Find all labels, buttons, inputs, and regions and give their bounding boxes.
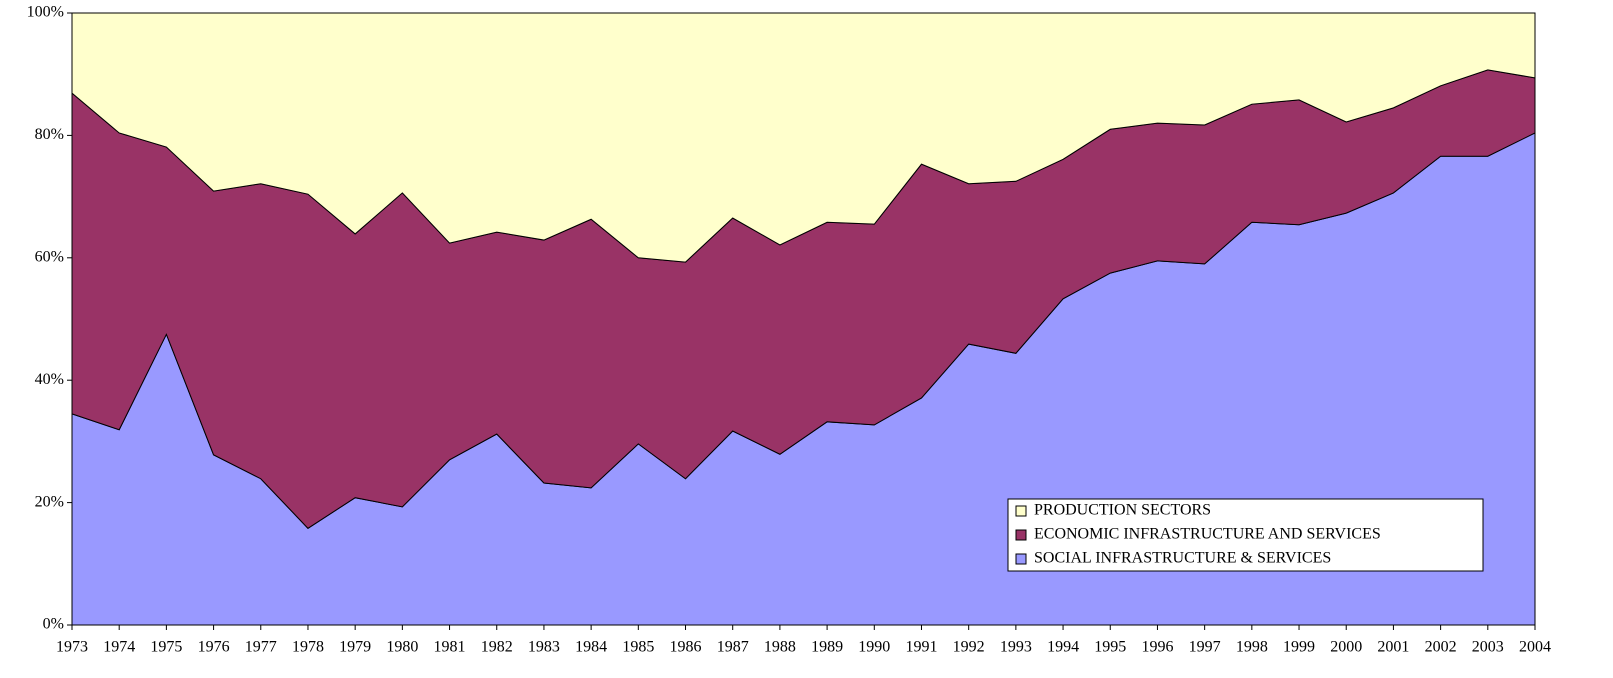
- x-tick-label: 2001: [1377, 639, 1409, 656]
- x-tick-label: 1985: [622, 639, 654, 656]
- x-tick-label: 1995: [1094, 639, 1126, 656]
- x-tick-label: 2000: [1330, 639, 1362, 656]
- legend-label: PRODUCTION SECTORS: [1034, 502, 1211, 519]
- x-tick-label: 2002: [1425, 639, 1457, 656]
- y-tick-label: 40%: [35, 371, 64, 388]
- x-tick-label: 1991: [905, 639, 937, 656]
- y-tick-label: 0%: [43, 616, 64, 633]
- x-tick-label: 1994: [1047, 639, 1079, 656]
- x-tick-label: 1986: [670, 639, 702, 656]
- x-tick-label: 1981: [434, 639, 466, 656]
- legend-swatch: [1015, 505, 1027, 517]
- x-tick-label: 1979: [339, 639, 371, 656]
- x-tick-label: 1973: [56, 639, 88, 656]
- x-tick-label: 1984: [575, 639, 607, 656]
- x-tick-label: 1989: [811, 639, 843, 656]
- x-tick-label: 1998: [1236, 639, 1268, 656]
- x-tick-label: 1987: [717, 639, 749, 656]
- y-tick-label: 80%: [35, 126, 64, 143]
- x-tick-label: 1990: [858, 639, 890, 656]
- x-tick-label: 1976: [198, 639, 230, 656]
- x-tick-label: 1992: [953, 639, 985, 656]
- x-tick-label: 1975: [150, 639, 182, 656]
- x-tick-label: 1980: [386, 639, 418, 656]
- x-tick-label: 2003: [1472, 639, 1504, 656]
- legend-swatch: [1015, 529, 1027, 541]
- x-tick-label: 2004: [1519, 639, 1551, 656]
- y-tick-label: 20%: [35, 493, 64, 510]
- y-tick-label: 100%: [27, 4, 64, 21]
- y-tick-label: 60%: [35, 248, 64, 265]
- x-tick-label: 1996: [1141, 639, 1173, 656]
- x-tick-label: 1993: [1000, 639, 1032, 656]
- x-tick-label: 1977: [245, 639, 277, 656]
- legend-swatch: [1015, 553, 1027, 565]
- x-tick-label: 1982: [481, 639, 513, 656]
- x-tick-label: 1974: [103, 639, 135, 656]
- legend-box: [1007, 498, 1484, 572]
- legend-label: ECONOMIC INFRASTRUCTURE AND SERVICES: [1034, 526, 1381, 543]
- x-tick-label: 1978: [292, 639, 324, 656]
- x-tick-label: 1988: [764, 639, 796, 656]
- area: [71, 12, 1536, 263]
- x-tick-label: 1999: [1283, 639, 1315, 656]
- legend-label: SOCIAL INFRASTRUCTURE & SERVICES: [1034, 550, 1331, 567]
- x-tick-label: 1997: [1189, 639, 1221, 656]
- x-tick-label: 1983: [528, 639, 560, 656]
